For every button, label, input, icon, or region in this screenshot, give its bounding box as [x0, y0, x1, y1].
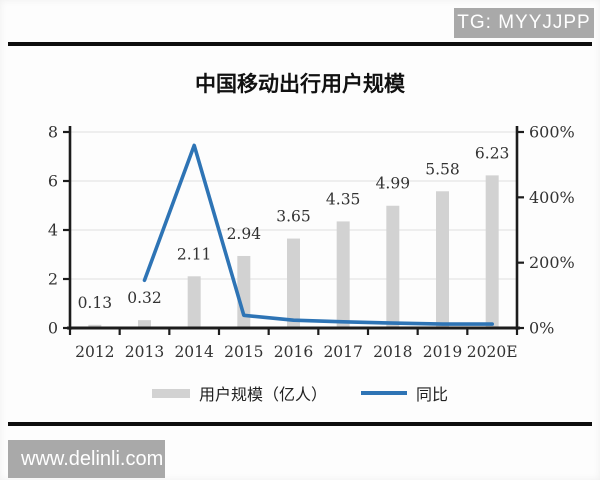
svg-text:2014: 2014: [174, 343, 214, 361]
svg-text:2020E: 2020E: [467, 343, 518, 361]
legend-line-label: 同比: [416, 385, 449, 404]
svg-text:0.32: 0.32: [127, 289, 162, 307]
svg-text:2013: 2013: [125, 343, 164, 361]
svg-text:0: 0: [48, 319, 58, 338]
tick-marks: [63, 130, 524, 335]
svg-text:2015: 2015: [224, 343, 263, 361]
svg-text:2017: 2017: [323, 343, 362, 361]
svg-text:600%: 600%: [529, 123, 575, 142]
bars-users: [88, 175, 499, 328]
bar-2019: [436, 191, 449, 328]
bar-2018: [386, 205, 400, 328]
legend-line-swatch: [361, 391, 407, 395]
svg-text:2016: 2016: [274, 343, 313, 361]
watermark-top-badge: TG: MYYJJPP: [454, 8, 594, 38]
bar-2013: [138, 320, 151, 328]
bottom-divider: [8, 422, 592, 426]
legend-bar-swatch: [151, 388, 190, 398]
watermark-bottom-text: www.delinli.com: [21, 448, 164, 470]
svg-text:3.65: 3.65: [276, 208, 311, 226]
legend-bar-label: 用户规模（亿人）: [198, 385, 327, 404]
top-divider: [8, 42, 592, 46]
svg-text:2018: 2018: [373, 343, 412, 361]
axes: [67, 126, 520, 330]
svg-text:5.58: 5.58: [425, 160, 460, 178]
bar-2016: [287, 238, 300, 328]
chart-title: 中国移动出行用户规模: [195, 72, 405, 96]
svg-text:400%: 400%: [529, 188, 575, 207]
legend-item-line: 同比: [361, 381, 448, 405]
svg-text:4.99: 4.99: [376, 175, 411, 193]
bar-value-labels: 0.13 0.32 2.11 2.94 3.65 4.35 4.99 5.58 6.23: [78, 144, 510, 311]
x-axis-labels: 2012 2013 2014 2015 2016 2017 2018 2019 2020E: [75, 343, 517, 361]
svg-text:6: 6: [48, 172, 58, 191]
svg-text:4.35: 4.35: [326, 190, 361, 208]
svg-text:4: 4: [48, 221, 58, 240]
bar-2012: [88, 324, 102, 328]
svg-text:200%: 200%: [529, 253, 575, 272]
svg-text:0%: 0%: [529, 319, 554, 338]
svg-text:2019: 2019: [423, 343, 462, 361]
growth-line: [142, 143, 495, 326]
svg-text:2.11: 2.11: [177, 245, 212, 263]
bar-2020E: [485, 175, 499, 328]
svg-text:8: 8: [48, 123, 58, 142]
legend-item-bar: 用户规模（亿人）: [151, 381, 327, 405]
svg-text:2.94: 2.94: [227, 225, 262, 243]
y-axis-right-labels: 0% 200% 400% 600%: [529, 123, 575, 338]
svg-text:6.23: 6.23: [475, 144, 510, 162]
bar-2014: [187, 276, 201, 328]
svg-text:2012: 2012: [75, 343, 114, 361]
bar-2017: [336, 221, 350, 328]
watermark-bottom-badge: www.delinli.com: [8, 440, 165, 478]
chart-legend: 用户规模（亿人） 同比: [0, 381, 600, 405]
svg-text:0.13: 0.13: [78, 294, 113, 312]
svg-text:2: 2: [48, 270, 58, 289]
y-axis-left-labels: 0 2 4 6 8: [48, 123, 58, 338]
watermark-top-text: TG: MYYJJPP: [457, 12, 591, 33]
